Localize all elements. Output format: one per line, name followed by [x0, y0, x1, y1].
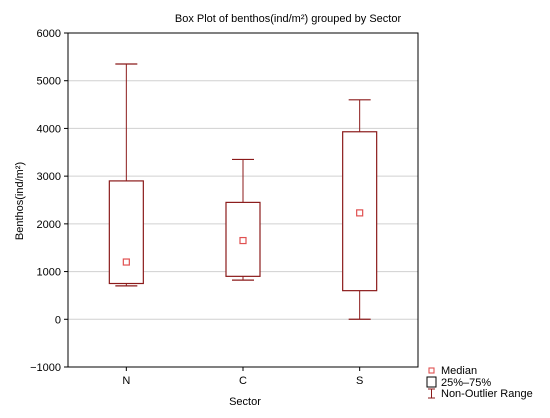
median-marker [239, 236, 247, 245]
box-C [225, 158, 261, 281]
iqr-box [108, 180, 144, 285]
median-marker [356, 209, 364, 217]
axes-layer: −1000 0 1000 2000 3000 4000 5000 6000 N C S [30, 28, 419, 387]
iqr-box [342, 131, 378, 292]
iqr-box [225, 201, 261, 277]
y-tick-label: 0 [55, 314, 61, 326]
y-tick-label: 4000 [37, 123, 61, 135]
y-tick-label: −1000 [30, 362, 61, 374]
y-tick-label: 1000 [37, 267, 61, 279]
median-marker [122, 258, 130, 266]
y-tick-label: 6000 [37, 28, 61, 40]
y-tick-label: 2000 [37, 219, 61, 231]
chart-title: Box Plot of benthos(ind/m²) grouped by S… [175, 13, 402, 25]
x-tick-label: N [122, 375, 130, 387]
legend-item-box: 25%–75% [426, 376, 491, 389]
y-tick-label: 5000 [37, 76, 61, 88]
legend-label: Non-Outlier Range [441, 388, 533, 400]
legend-label: Median [441, 365, 477, 377]
x-tick-label: S [356, 375, 363, 387]
x-axis-label: Sector [229, 396, 261, 408]
boxes-layer [108, 63, 378, 320]
y-axis-label: Benthos(ind/m²) [14, 162, 26, 240]
x-tick-label: C [239, 375, 247, 387]
legend-label: 25%–75% [441, 377, 491, 389]
box-S [342, 99, 378, 320]
box-N [108, 63, 144, 287]
legend-item-median: Median [428, 365, 477, 377]
legend-box-symbol [426, 376, 437, 388]
legend-median-symbol [428, 367, 435, 374]
legend-item-whisker: Non-Outlier Range [428, 388, 533, 400]
y-tick-label: 3000 [37, 171, 61, 183]
